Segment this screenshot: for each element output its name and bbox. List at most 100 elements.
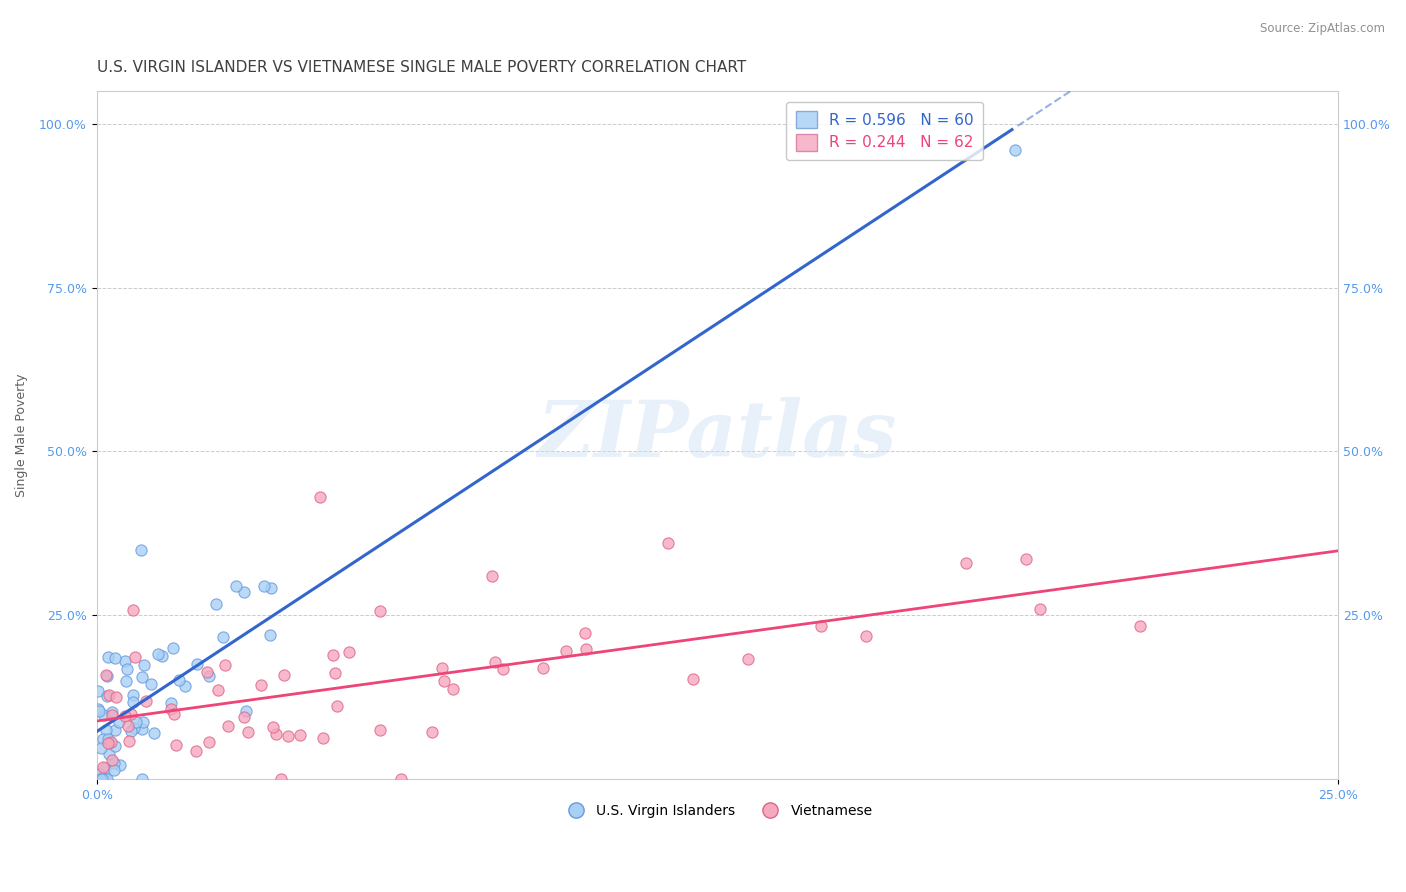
Point [89,772,111,786]
Point [131,670,153,684]
Legend: U.S. Virgin Islanders, Vietnamese: U.S. Virgin Islanders, Vietnamese [557,798,879,823]
Point [120,706,142,721]
Point [103,756,125,771]
Point [142,726,165,740]
Point [270,772,292,786]
Point [1004,143,1026,157]
Point [115,662,138,676]
Point [233,710,256,724]
Text: ZIPatlas: ZIPatlas [538,397,897,474]
Point [432,660,454,674]
Point [104,690,127,704]
Point [163,706,186,721]
Point [94,772,117,786]
Point [104,651,127,665]
Point [368,723,391,738]
Point [657,536,679,550]
Point [101,707,124,722]
Point [531,661,554,675]
Point [108,757,131,772]
Point [420,724,443,739]
Point [118,733,141,747]
Point [114,673,136,688]
Point [103,763,125,777]
Point [96,689,118,703]
Point [253,579,276,593]
Point [273,667,295,681]
Point [855,629,877,643]
Point [146,647,169,661]
Point [260,581,283,595]
Point [122,695,145,709]
Point [129,543,152,558]
Point [96,669,118,683]
Point [205,598,228,612]
Point [233,584,256,599]
Point [195,665,218,679]
Point [114,708,136,723]
Point [389,772,412,786]
Point [554,644,576,658]
Point [131,722,153,736]
Point [87,684,110,698]
Point [97,650,120,665]
Point [492,662,515,676]
Point [326,698,349,713]
Point [174,679,197,693]
Point [574,625,596,640]
Point [159,696,181,710]
Point [150,649,173,664]
Point [87,766,110,780]
Point [121,688,143,702]
Point [93,707,115,722]
Point [124,650,146,665]
Point [575,642,598,657]
Point [132,658,155,673]
Point [481,569,503,583]
Point [114,654,136,668]
Point [90,741,112,756]
Point [125,715,148,730]
Point [167,673,190,688]
Point [97,747,120,761]
Point [89,772,111,786]
Point [325,666,347,681]
Point [277,729,299,743]
Point [104,739,127,753]
Point [108,715,131,730]
Point [810,619,832,633]
Text: Source: ZipAtlas.com: Source: ZipAtlas.com [1260,22,1385,36]
Point [1029,601,1052,615]
Point [262,720,284,734]
Point [207,682,229,697]
Point [288,727,311,741]
Point [100,735,122,749]
Point [100,705,122,719]
Point [98,688,121,702]
Point [368,604,391,618]
Point [484,655,506,669]
Point [101,753,124,767]
Point [139,677,162,691]
Point [225,579,247,593]
Point [312,731,335,745]
Point [217,719,239,733]
Point [264,727,287,741]
Point [1015,552,1038,566]
Point [737,652,759,666]
Y-axis label: Single Male Poverty: Single Male Poverty [15,373,28,497]
Point [162,641,184,656]
Point [94,723,117,737]
Point [131,772,153,786]
Point [160,702,183,716]
Point [165,738,187,752]
Point [132,714,155,729]
Point [96,772,118,786]
Point [682,672,704,686]
Point [120,724,142,739]
Point [91,760,114,774]
Point [212,630,235,644]
Point [91,731,114,746]
Point [104,723,127,737]
Point [235,704,257,718]
